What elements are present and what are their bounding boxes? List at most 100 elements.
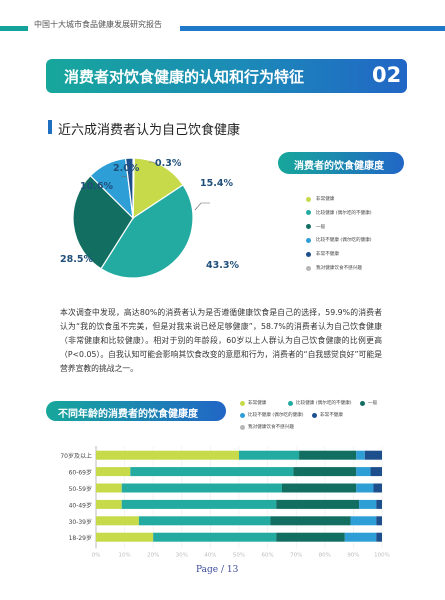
legend-swatch [306, 224, 311, 230]
bar-legend-swatch [240, 424, 245, 430]
bar-segment [276, 532, 345, 542]
bar-legend-item: 我对健康饮食不感兴趣 [240, 424, 294, 430]
bar-segment [344, 532, 377, 542]
x-tick-label: 60% [261, 552, 273, 558]
bar-segment [364, 450, 382, 460]
y-category-label: 30-39岁 [69, 518, 92, 526]
bar-segment [96, 499, 122, 509]
legend-label: 比较健康 (偶尔吃的不健康) [316, 210, 372, 216]
bar-legend-item: 非常不健康 [312, 412, 343, 418]
bar-legend-swatch [312, 412, 317, 418]
section-banner [46, 59, 407, 93]
pie-chart [72, 157, 210, 279]
bar-legend-label: 一般 [368, 401, 378, 406]
report-title: 中国十大城市食品健康发展研究报告 [34, 20, 162, 29]
pie-label-15.4: 15.4% [200, 178, 233, 189]
pie-leader-4 [120, 175, 128, 178]
pie-slice-6 [132, 157, 135, 219]
bar-legend-swatch [360, 400, 365, 406]
legend-title: 消费者的饮食健康度 [294, 161, 384, 172]
bar-segment [376, 532, 382, 542]
legend-swatch [306, 237, 311, 243]
legend-item: 非常不健康 [306, 249, 339, 259]
y-category-label: 60-69岁 [69, 469, 92, 477]
bar-legend-label: 非常不健康 [320, 413, 343, 418]
bar-legend-label: 比较不健康 (偶尔吃的健康) [248, 413, 304, 418]
bar-segment [96, 450, 239, 460]
x-tick-label: 100% [374, 552, 390, 558]
bar-segment [356, 483, 374, 493]
bar-segment [96, 516, 139, 526]
bar-segment [121, 483, 282, 493]
pie-leader-3 [149, 161, 157, 165]
bar-segment [96, 532, 154, 542]
x-tick-label: 30% [176, 552, 188, 558]
pie-label-43.3: 43.3% [206, 260, 239, 271]
bar-segment [376, 499, 382, 509]
legend-item: 非常健康 [306, 194, 334, 204]
pie-label-2.0: 2.0% [113, 163, 140, 174]
pie-leader-1 [194, 202, 210, 211]
bar-legend-item: 非常健康 [240, 400, 266, 406]
x-tick-label: 80% [319, 552, 331, 558]
bar-segment [350, 516, 377, 526]
legend-label: 一般 [316, 224, 326, 230]
bar-segment [121, 499, 277, 509]
pie-label-0.3: 0.3% [155, 158, 182, 169]
x-tick-label: 90% [347, 552, 359, 558]
bar-segment [293, 467, 357, 477]
bar-legend-item: 一般 [360, 400, 377, 406]
bar-segment [153, 532, 277, 542]
pie-label-10.6: 10.6% [80, 181, 113, 192]
legend-item: 我对健康饮食不感兴趣 [306, 263, 362, 273]
bar-segment [373, 483, 382, 493]
legend-swatch [306, 251, 311, 257]
x-tick-label: 20% [147, 552, 159, 558]
y-category-label: 18-29岁 [69, 534, 92, 542]
header-title-backdrop [28, 18, 180, 36]
bar-legend-swatch [288, 400, 293, 406]
bar-legend-label: 我对健康饮食不感兴趣 [248, 425, 294, 430]
bar-segment [138, 516, 271, 526]
subheading-bar-pill [46, 401, 226, 421]
bar-segment [356, 450, 365, 460]
bar-legend-label: 非常健康 [248, 401, 267, 406]
x-tick-label: 70% [290, 552, 302, 558]
bar-segment [376, 516, 382, 526]
subheading-bar: 不同年龄的消费者的饮食健康度 [58, 409, 198, 420]
body-paragraph: 本次调查中发现，高达80%的消费者认为是否遵循健康饮食是自己的选择，59.9%的… [60, 308, 382, 373]
legend-label: 非常健康 [316, 197, 335, 202]
bar-legend-swatch [240, 412, 245, 418]
header-rule-accent [0, 26, 28, 31]
legend-swatch [306, 265, 311, 271]
legend-title-pill [278, 152, 404, 174]
bar-segment [96, 483, 122, 493]
legend-label: 我对健康饮食不感兴趣 [316, 266, 362, 271]
y-category-label: 40-49岁 [69, 501, 92, 509]
section-number: 02 [372, 63, 402, 87]
bar-legend-swatch [240, 400, 245, 406]
pie-slice-2 [100, 184, 194, 279]
x-tick-label: 0% [92, 552, 101, 558]
stacked-bar-chart: 0% 10% 20% 30% 40% 50% 60% 70% 80% 90% 100% 70岁及以上 6… [60, 446, 390, 558]
bar-segment [370, 467, 382, 477]
legend-swatch [306, 196, 311, 202]
legend-item: 比较不健康 (偶尔吃的健康) [306, 235, 372, 245]
bar-segment [281, 483, 357, 493]
bar-segment [96, 467, 131, 477]
legend-label: 非常不健康 [316, 252, 339, 258]
bar-segment [276, 499, 360, 509]
bar-segment [359, 499, 377, 509]
x-tick-label: 50% [233, 552, 245, 558]
bar-segment [239, 450, 300, 460]
legend-item: 一般 [306, 222, 325, 232]
y-category-label: 70岁及以上 [60, 452, 92, 460]
subheading-pie: 近六成消费者认为自己饮食健康 [58, 123, 241, 138]
pie-slice-3 [72, 174, 134, 270]
bar-legend: 非常健康 比较健康 (偶尔吃的不健康) 一般比较不健康 (偶尔吃的健康) 非常不健康我… [240, 400, 400, 436]
pie-label-28.5: 28.5% [60, 254, 93, 265]
legend-swatch [306, 210, 311, 216]
bar-legend-item: 比较健康 (偶尔吃的不健康) [288, 400, 352, 406]
bar-segment [270, 516, 351, 526]
section-title: 消费者对饮食健康的认知和行为特征 [64, 68, 305, 86]
